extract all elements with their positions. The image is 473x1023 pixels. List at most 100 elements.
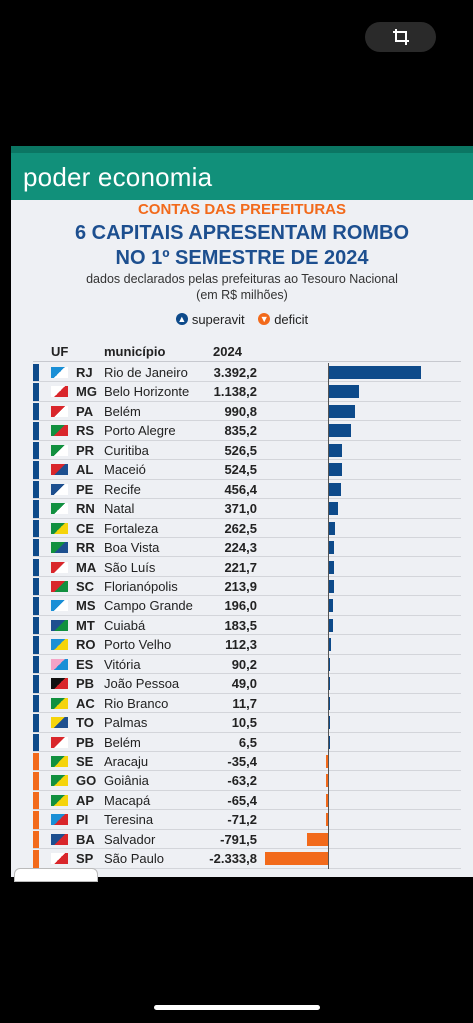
row-sign-marker	[33, 655, 39, 674]
home-indicator[interactable]	[154, 1005, 320, 1010]
row-municipio: João Pessoa	[104, 676, 180, 692]
row-municipio: Goiânia	[104, 773, 149, 789]
row-sign-marker	[33, 480, 39, 499]
row-value: 183,5	[224, 617, 257, 633]
subtitle-line2: (em R$ milhões)	[196, 288, 288, 302]
row-municipio: Teresina	[104, 812, 154, 828]
row-value: 456,4	[224, 481, 257, 497]
table-row: PA Belém 990,8	[11, 402, 473, 422]
table-row: AL Maceió 524,5	[11, 460, 473, 480]
bar	[328, 366, 421, 379]
row-sign-marker	[33, 714, 39, 732]
row-divider	[33, 848, 461, 850]
row-uf: MG	[76, 384, 97, 400]
row-value: -71,2	[227, 812, 257, 828]
row-divider	[33, 867, 461, 869]
row-uf: PA	[76, 403, 94, 419]
bar	[328, 443, 343, 457]
bar	[306, 832, 328, 846]
row-uf: PI	[76, 812, 89, 828]
table-row: BA Salvador -791,5	[11, 830, 473, 850]
subtitle-line1: dados declarados pelas prefeituras ao Te…	[86, 272, 398, 286]
row-municipio: Rio de Janeiro	[104, 365, 188, 380]
row-divider	[33, 439, 461, 441]
row-divider	[33, 692, 461, 694]
row-value: 524,5	[224, 462, 257, 478]
row-sign-marker	[33, 558, 39, 576]
bar	[328, 560, 335, 574]
row-sign-marker	[33, 772, 39, 790]
row-municipio: Belém	[104, 734, 141, 750]
row-uf: ES	[76, 656, 94, 672]
state-flag-icon	[51, 736, 68, 748]
row-municipio: São Paulo	[104, 851, 164, 867]
state-flag-icon	[51, 464, 68, 476]
bar	[328, 677, 330, 691]
row-sign-marker	[33, 753, 39, 771]
row-municipio: Boa Vista	[104, 540, 160, 556]
row-uf: CE	[76, 520, 95, 536]
table-row: PR Curitiba 526,5	[11, 441, 473, 461]
state-flag-icon	[51, 619, 68, 631]
row-uf: SC	[76, 578, 95, 594]
header-strip	[11, 146, 473, 153]
row-value: 990,8	[224, 403, 257, 419]
row-value: 3.392,2	[213, 365, 257, 380]
row-sign-marker	[33, 733, 39, 752]
row-divider	[33, 595, 461, 597]
row-uf: GO	[76, 773, 97, 789]
legend: ▲ superavit ▼ deficit	[11, 310, 473, 327]
row-value: 1.138,2	[213, 384, 257, 400]
row-uf: SP	[76, 851, 94, 867]
header-divider	[33, 361, 461, 362]
row-divider	[33, 400, 461, 402]
bar	[326, 813, 328, 827]
column-uf: UF	[51, 344, 69, 359]
state-flag-icon	[51, 600, 68, 612]
row-value: 262,5	[224, 520, 257, 536]
row-municipio: Salvador	[104, 831, 156, 847]
table-row: SP São Paulo -2.333,8	[11, 849, 473, 869]
state-flag-icon	[51, 503, 68, 515]
table-row: RR Boa Vista 224,3	[11, 538, 473, 558]
table-row: AP Macapá -65,4	[11, 791, 473, 811]
row-municipio: Porto Alegre	[104, 423, 176, 439]
row-uf: SE	[76, 754, 94, 769]
row-value: 835,2	[224, 423, 257, 439]
row-value: -2.333,8	[209, 851, 257, 867]
row-uf: PE	[76, 481, 94, 497]
crop-button[interactable]	[365, 22, 436, 52]
row-sign-marker	[33, 441, 39, 460]
row-municipio: Aracaju	[104, 754, 149, 769]
row-sign-marker	[33, 636, 39, 654]
row-uf: RR	[76, 540, 95, 556]
bar	[328, 735, 330, 749]
arrow-up-icon: ▲	[175, 313, 188, 325]
state-flag-icon	[51, 794, 68, 806]
row-value: 213,9	[224, 578, 257, 594]
row-sign-marker	[33, 383, 39, 401]
table-row: MA São Luís 221,7	[11, 558, 473, 577]
state-flag-icon	[51, 697, 68, 709]
row-uf: BA	[76, 831, 95, 847]
row-value: 49,0	[231, 676, 257, 692]
table-row: PE Recife 456,4	[11, 480, 473, 500]
bar	[328, 482, 341, 496]
row-municipio: Campo Grande	[104, 598, 193, 614]
row-divider	[33, 770, 461, 772]
bar	[326, 774, 328, 788]
bar	[326, 793, 328, 807]
chart-title-line1: 6 CAPITAIS APRESENTAM ROMBO	[74, 222, 410, 244]
row-uf: TO	[76, 715, 94, 731]
table-row: SE Aracaju -35,4	[11, 752, 473, 772]
row-uf: MA	[76, 559, 97, 575]
row-uf: MT	[76, 617, 95, 633]
state-flag-icon	[51, 444, 68, 456]
tab-handle[interactable]	[14, 868, 98, 882]
row-municipio: Porto Velho	[104, 637, 172, 653]
row-value: 224,3	[224, 540, 257, 556]
state-flag-icon	[51, 542, 68, 554]
row-sign-marker	[33, 694, 39, 713]
row-divider	[33, 498, 461, 500]
bar	[328, 541, 335, 555]
